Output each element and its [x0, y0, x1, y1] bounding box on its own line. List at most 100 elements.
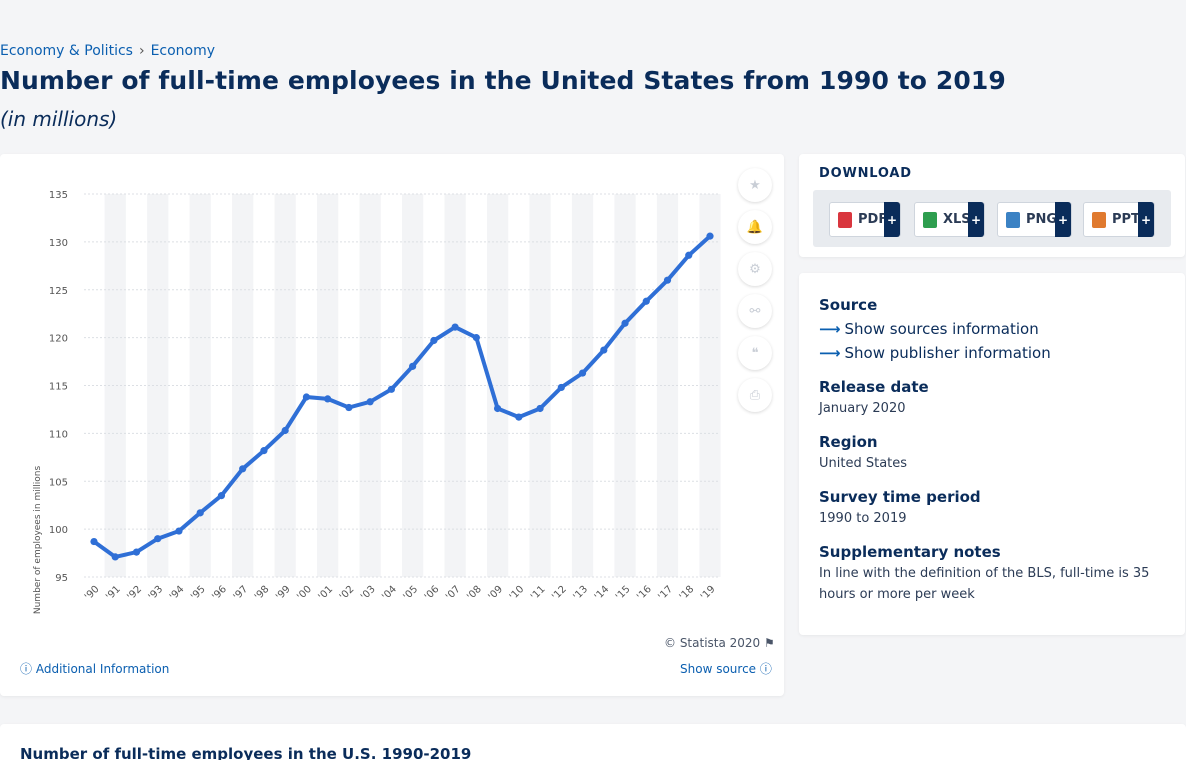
data-point[interactable]: [451, 323, 459, 331]
y-tick-label: 110: [49, 429, 68, 440]
data-point[interactable]: [154, 535, 162, 543]
x-tick-label: '02: [338, 584, 357, 603]
info-icon: ⓘ: [759, 662, 772, 676]
data-point[interactable]: [217, 492, 226, 500]
x-tick-label: '05: [401, 584, 420, 603]
data-point[interactable]: [515, 413, 523, 421]
x-tick-label: '19: [699, 584, 718, 603]
plus-icon[interactable]: +: [1138, 202, 1154, 237]
data-point[interactable]: [387, 385, 395, 393]
png-file-icon: [1006, 211, 1020, 228]
data-point[interactable]: [493, 404, 502, 413]
arrow-right-icon: ⟶: [819, 320, 841, 338]
breadcrumb-separator: ›: [138, 43, 145, 59]
x-tick-label: '12: [550, 584, 569, 603]
plus-icon[interactable]: +: [1055, 202, 1071, 237]
y-tick-label: 100: [49, 525, 68, 536]
download-pdf-button[interactable]: PDF +: [829, 202, 901, 237]
plus-icon[interactable]: +: [884, 202, 900, 237]
x-tick-label: '97: [232, 584, 251, 603]
data-point[interactable]: [260, 447, 268, 455]
x-tick-label: '99: [274, 584, 293, 603]
bell-icon[interactable]: 🔔: [738, 210, 772, 244]
share-icon[interactable]: ⚯: [738, 294, 772, 328]
region-value: United States: [819, 456, 908, 471]
x-tick-label: '96: [210, 584, 229, 603]
breadcrumb: Economy & Politics › Economy: [0, 43, 215, 59]
column-band: [444, 194, 466, 577]
x-tick-label: '00: [295, 584, 314, 603]
download-xls-button[interactable]: XLS +: [914, 202, 985, 237]
data-point[interactable]: [642, 297, 650, 305]
data-point[interactable]: [196, 509, 204, 517]
data-point[interactable]: [621, 319, 629, 327]
x-tick-label: '09: [486, 584, 505, 603]
download-title: DOWNLOAD: [819, 166, 912, 181]
chart-tools: ★ 🔔 ⚙ ⚯ ❝ ⎙: [738, 168, 772, 420]
y-tick-label: 130: [49, 238, 68, 249]
flag-icon[interactable]: ⚑: [764, 636, 775, 650]
data-point[interactable]: [536, 404, 544, 413]
y-tick-label: 135: [49, 190, 68, 201]
x-tick-label: '06: [423, 584, 442, 603]
plus-icon[interactable]: +: [968, 202, 984, 237]
breadcrumb-economy-politics[interactable]: Economy & Politics: [0, 43, 133, 59]
data-point[interactable]: [302, 393, 311, 401]
data-point[interactable]: [600, 346, 608, 354]
x-tick-label: '92: [125, 584, 144, 603]
bottom-section-title: Number of full-time employees in the U.S…: [20, 745, 472, 760]
data-point[interactable]: [430, 336, 438, 345]
x-tick-label: '08: [465, 584, 484, 603]
star-icon[interactable]: ★: [738, 168, 772, 202]
x-tick-label: '95: [189, 584, 208, 603]
show-source-link[interactable]: Show source ⓘ: [680, 662, 772, 676]
data-point[interactable]: [663, 276, 672, 284]
page-subtitle: (in millions): [0, 107, 118, 131]
column-band: [104, 194, 126, 577]
data-point[interactable]: [90, 537, 98, 546]
show-sources-link[interactable]: ⟶ Show sources information: [819, 320, 1039, 338]
data-point[interactable]: [345, 403, 353, 412]
info-icon: ⓘ: [20, 662, 33, 676]
breadcrumb-economy[interactable]: Economy: [150, 43, 216, 59]
y-tick-label: 95: [55, 573, 68, 584]
data-point[interactable]: [111, 553, 119, 561]
source-label: Source: [819, 296, 878, 314]
data-point[interactable]: [175, 527, 183, 535]
gear-icon[interactable]: ⚙: [738, 252, 772, 286]
copyright-text: © Statista 2020 ⚑: [664, 636, 775, 650]
data-point[interactable]: [132, 548, 141, 556]
x-tick-label: '16: [635, 584, 654, 603]
data-point[interactable]: [324, 395, 332, 403]
download-png-button[interactable]: PNG +: [997, 202, 1072, 237]
quote-icon[interactable]: ❝: [738, 336, 772, 370]
x-tick-label: '93: [147, 584, 166, 603]
x-tick-label: '91: [104, 584, 123, 603]
release-date-label: Release date: [819, 378, 929, 396]
x-tick-label: '14: [593, 584, 612, 603]
data-point[interactable]: [472, 334, 480, 342]
data-point[interactable]: [409, 362, 417, 370]
data-point[interactable]: [706, 232, 714, 240]
info-card: [799, 273, 1185, 635]
y-tick-label: 120: [49, 334, 68, 345]
x-tick-label: '94: [168, 584, 187, 603]
arrow-right-icon: ⟶: [819, 344, 841, 362]
data-point[interactable]: [557, 383, 565, 392]
data-point[interactable]: [685, 251, 693, 259]
additional-information-link[interactable]: ⓘ Additional Information: [20, 662, 170, 676]
survey-period-value: 1990 to 2019: [819, 511, 907, 526]
show-publisher-link[interactable]: ⟶ Show publisher information: [819, 344, 1051, 362]
data-point[interactable]: [239, 465, 247, 473]
print-icon[interactable]: ⎙: [738, 378, 772, 412]
supplementary-notes-value: In line with the definition of the BLS, …: [819, 566, 1150, 602]
data-point[interactable]: [578, 369, 587, 377]
data-point[interactable]: [281, 426, 289, 435]
x-tick-label: '18: [678, 584, 697, 603]
download-ppt-button[interactable]: PPT +: [1083, 202, 1155, 237]
release-date-value: January 2020: [819, 401, 906, 416]
data-point[interactable]: [366, 398, 374, 406]
x-tick-label: '04: [380, 584, 399, 603]
y-tick-label: 105: [49, 477, 68, 488]
